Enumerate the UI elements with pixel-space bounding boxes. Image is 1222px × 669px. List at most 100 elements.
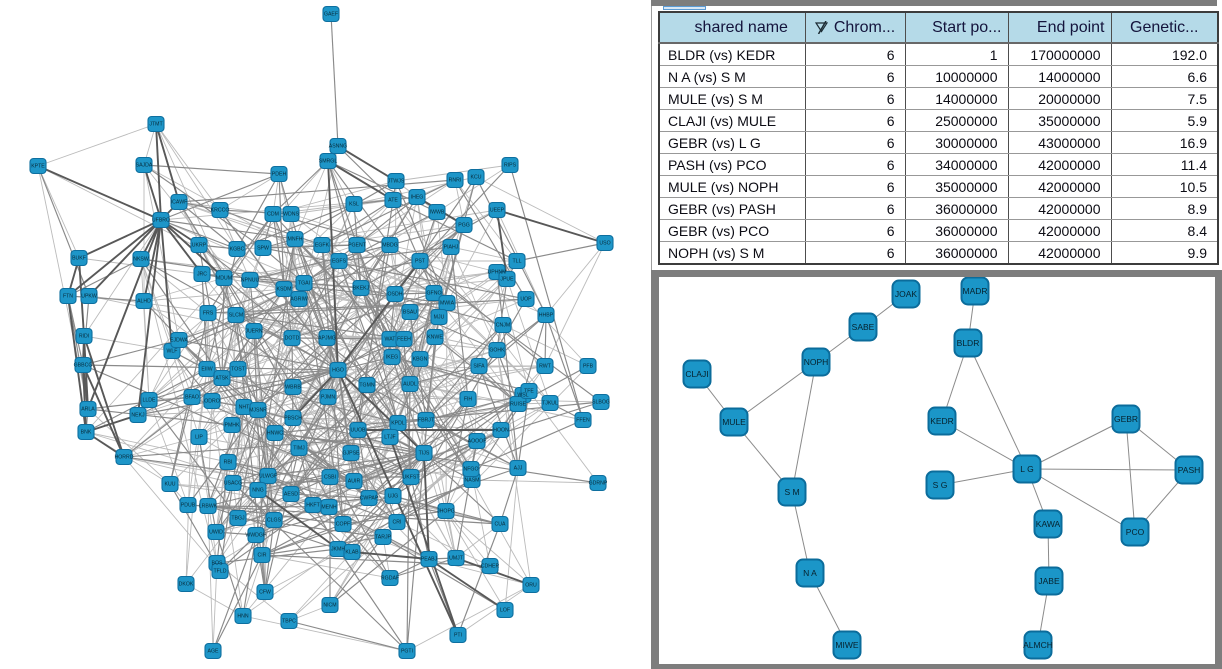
- svg-text:RBI: RBI: [224, 460, 233, 466]
- svg-text:PFB: PFB: [583, 364, 594, 370]
- svg-text:LIP: LIP: [195, 435, 203, 441]
- svg-text:UUOB: UUOB: [351, 428, 367, 434]
- svg-text:ORU: ORU: [525, 583, 537, 589]
- svg-text:KBGN: KBGN: [413, 357, 428, 363]
- svg-text:PBSCH: PBSCH: [284, 416, 302, 422]
- svg-text:FBRJT: FBRJT: [418, 418, 435, 424]
- svg-text:MENH: MENH: [321, 505, 337, 511]
- svg-text:TJKUL: TJKUL: [542, 401, 558, 407]
- svg-text:TIJS: TIJS: [419, 451, 430, 457]
- svg-text:PJMN: PJMN: [321, 395, 335, 401]
- svg-text:MBDG: MBDG: [382, 243, 398, 249]
- svg-text:EGFK: EGFK: [315, 243, 330, 249]
- svg-text:SLBOG: SLBOG: [592, 400, 610, 406]
- svg-text:RUISE: RUISE: [510, 402, 526, 408]
- svg-text:USO: USO: [599, 241, 610, 247]
- svg-text:UEEP: UEEP: [490, 208, 505, 214]
- svg-text:HNN: HNN: [237, 614, 248, 620]
- svg-text:EIIW: EIIW: [201, 367, 212, 373]
- svg-text:ICAWF: ICAWF: [171, 200, 188, 206]
- svg-text:WSL: WSL: [517, 393, 528, 399]
- svg-text:CDM: CDM: [267, 212, 279, 218]
- svg-text:PGENT: PGENT: [348, 243, 367, 249]
- svg-text:EJDWA: EJDWA: [170, 338, 189, 344]
- svg-text:DOTD: DOTD: [285, 336, 300, 342]
- svg-text:RNRI: RNRI: [449, 178, 462, 184]
- svg-text:KCU: KCU: [471, 175, 482, 181]
- svg-text:UWID: UWID: [209, 530, 223, 536]
- svg-text:TOST: TOST: [231, 367, 246, 373]
- svg-text:TFE: TFE: [524, 389, 534, 395]
- svg-text:TBGJ: TBGJ: [231, 516, 245, 522]
- svg-text:PIAHJ: PIAHJ: [444, 245, 459, 251]
- svg-text:SMRGL: SMRGL: [319, 159, 338, 165]
- svg-text:HGO: HGO: [332, 368, 344, 374]
- svg-text:UJG: UJG: [388, 494, 398, 500]
- svg-text:PGG: PGG: [458, 223, 470, 229]
- svg-text:PDEH: PDEH: [272, 172, 287, 178]
- svg-text:JOAK: JOAK: [895, 289, 918, 299]
- svg-text:FTN: FTN: [63, 294, 73, 300]
- svg-text:HORRD: HORRD: [114, 455, 133, 461]
- svg-text:KNWE: KNWE: [427, 335, 443, 341]
- svg-text:KPTE: KPTE: [31, 164, 45, 170]
- svg-text:DKOK: DKOK: [179, 582, 194, 588]
- svg-text:BOS: BOS: [212, 561, 223, 567]
- svg-text:ATE: ATE: [388, 198, 398, 204]
- svg-text:OSDH: OSDH: [388, 292, 403, 298]
- svg-text:N A: N A: [803, 568, 817, 578]
- svg-text:JKMH: JKMH: [331, 547, 345, 553]
- svg-text:PCO: PCO: [1126, 527, 1145, 537]
- svg-text:MWIA: MWIA: [440, 301, 455, 307]
- svg-text:SAJDA: SAJDA: [136, 163, 153, 169]
- svg-text:KPDL: KPDL: [391, 421, 405, 427]
- svg-text:HHBP: HHBP: [539, 313, 554, 319]
- svg-text:BUKF: BUKF: [72, 256, 86, 262]
- svg-text:FRS: FRS: [203, 311, 214, 317]
- svg-text:WWDGH: WWDGH: [245, 533, 267, 539]
- svg-text:MADR: MADR: [962, 286, 987, 296]
- svg-text:MJSNR: MJSNR: [249, 408, 267, 414]
- svg-text:NFGO: NFGO: [464, 467, 479, 473]
- svg-text:PDUB: PDUB: [181, 503, 196, 509]
- svg-text:AUDL: AUDL: [403, 382, 417, 388]
- svg-text:JPUE: JPUE: [500, 277, 514, 283]
- svg-text:JRC: JRC: [197, 272, 207, 278]
- svg-text:HNWC: HNWC: [267, 431, 283, 437]
- svg-text:TGAI: TGAI: [298, 281, 310, 287]
- svg-text:BKEKJ: BKEKJ: [353, 286, 370, 292]
- svg-text:GFNO: GFNO: [427, 291, 442, 297]
- svg-text:FFEN: FFEN: [576, 418, 590, 424]
- svg-text:FEEH: FEEH: [397, 337, 411, 343]
- svg-text:AUIR: AUIR: [348, 479, 361, 485]
- svg-text:WDNS: WDNS: [283, 212, 299, 218]
- svg-text:SPW: SPW: [257, 246, 269, 252]
- svg-text:TLL: TLL: [513, 259, 522, 265]
- svg-text:BSAU: BSAU: [403, 310, 417, 316]
- svg-text:JUERN: JUERN: [245, 329, 263, 335]
- svg-text:FIH: FIH: [464, 397, 473, 403]
- svg-text:CDHER: CDHER: [481, 564, 500, 570]
- svg-text:CSBI: CSBI: [324, 475, 336, 481]
- svg-text:IHEG: IHEG: [411, 195, 424, 201]
- svg-text:RGDAF: RGDAF: [381, 576, 399, 582]
- svg-text:WLF: WLF: [167, 349, 178, 355]
- svg-text:S M: S M: [784, 487, 799, 497]
- svg-text:NEKJ: NEKJ: [131, 413, 145, 419]
- svg-text:ALMCH: ALMCH: [1023, 640, 1053, 650]
- svg-text:ULWGF: ULWGF: [259, 474, 277, 480]
- svg-text:GOHK: GOHK: [489, 348, 505, 354]
- svg-text:MJU: MJU: [434, 315, 445, 321]
- svg-text:WBRB: WBRB: [285, 385, 301, 391]
- svg-text:PMHK: PMHK: [225, 423, 241, 429]
- svg-text:GDRNP: GDRNP: [589, 481, 608, 487]
- svg-text:KLAB: KLAB: [345, 550, 359, 556]
- svg-text:ATSK: ATSK: [215, 376, 229, 382]
- svg-text:ASNNG: ASNNG: [329, 144, 347, 150]
- svg-text:UKRP: UKRP: [192, 243, 207, 249]
- svg-text:NICM: NICM: [323, 603, 336, 609]
- svg-text:RIPS: RIPS: [504, 163, 517, 169]
- svg-text:UMJT: UMJT: [449, 556, 464, 562]
- svg-text:TGMN: TGMN: [359, 383, 375, 389]
- svg-text:UPHNM: UPHNM: [487, 270, 506, 276]
